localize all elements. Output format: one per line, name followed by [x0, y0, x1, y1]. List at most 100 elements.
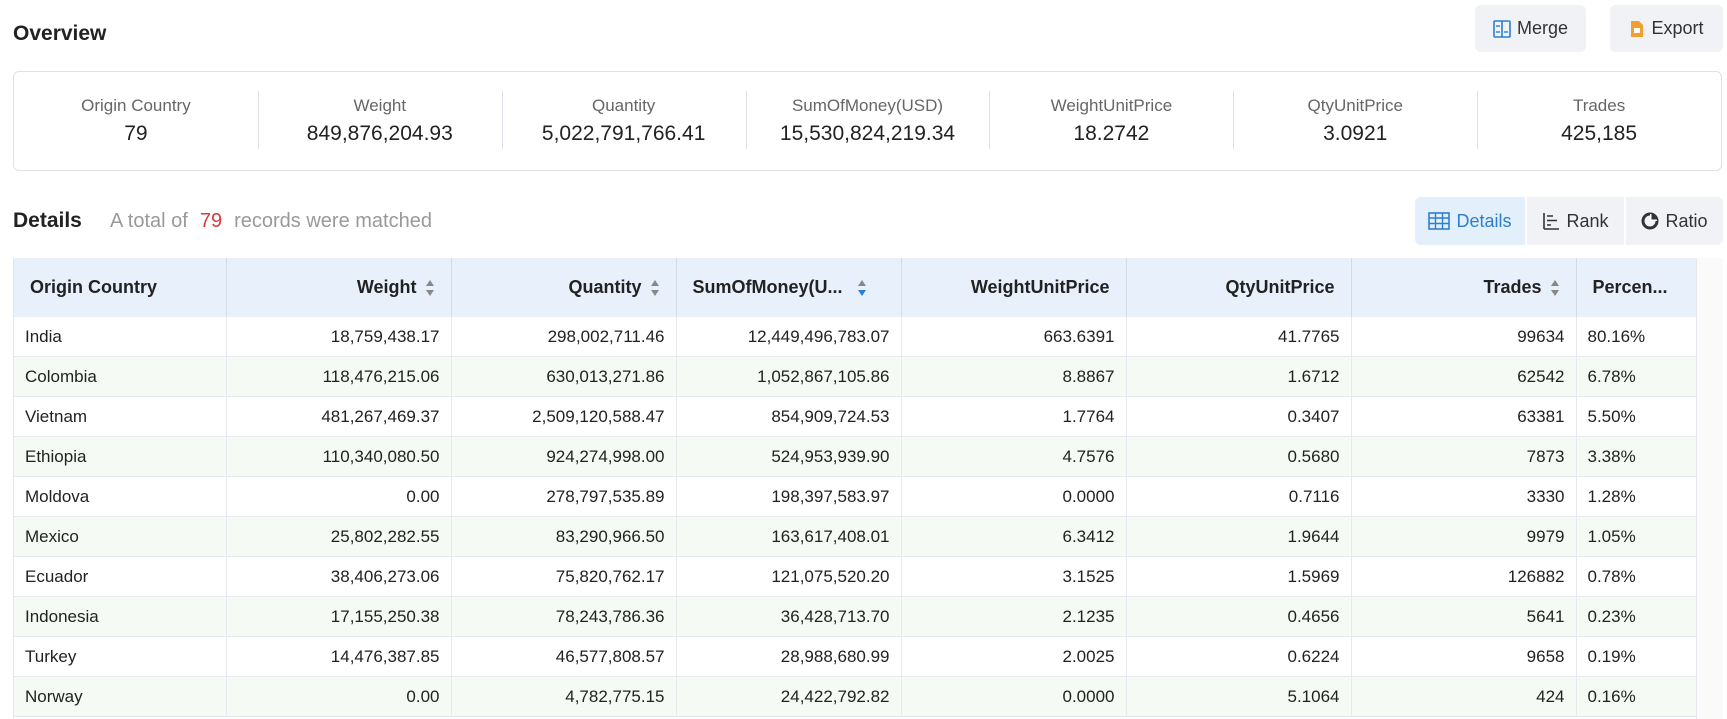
cell-quantity: 78,243,786.36	[451, 596, 677, 637]
stat-label: Trades	[1572, 96, 1626, 115]
column-header-qty-unit-price[interactable]: QtyUnitPrice	[1126, 258, 1352, 317]
column-header-label: Origin Country	[30, 277, 157, 297]
column-header-label: Percen...	[1592, 277, 1668, 297]
table-row[interactable]: Norway 0.00 4,782,775.15 24,422,792.82 0…	[14, 676, 1698, 717]
cell-quantity: 278,797,535.89	[451, 476, 677, 517]
column-header-label: WeightUnitPrice	[970, 277, 1110, 297]
tab-ratio[interactable]: Ratio	[1624, 197, 1723, 245]
tab-details-label: Details	[1456, 210, 1512, 231]
stat-label: Weight	[353, 96, 407, 115]
stat-label: QtyUnitPrice	[1307, 96, 1403, 115]
table-row[interactable]: Ecuador 38,406,273.06 75,820,762.17 121,…	[14, 556, 1698, 597]
cell-qty-unit-price: 0.3407	[1126, 396, 1352, 437]
column-header-origin-country[interactable]: Origin Country	[14, 258, 227, 317]
cell-percentage: 3.38%	[1576, 436, 1698, 477]
column-header-label: Trades	[1483, 277, 1542, 297]
column-header-weight-unit-price[interactable]: WeightUnitPrice	[901, 258, 1127, 317]
cell-sum-of-money: 163,617,408.01	[676, 516, 902, 557]
cell-weight-unit-price: 1.7764	[901, 396, 1127, 437]
table-row[interactable]: Vietnam 481,267,469.37 2,509,120,588.47 …	[14, 396, 1698, 437]
cell-origin-country: Norway	[14, 676, 227, 717]
cell-origin-country: Moldova	[14, 476, 227, 517]
table-row[interactable]: Moldova 0.00 278,797,535.89 198,397,583.…	[14, 476, 1698, 517]
cell-weight: 14,476,387.85	[226, 636, 452, 677]
cell-origin-country: Turkey	[14, 636, 227, 677]
cell-quantity: 924,274,998.00	[451, 436, 677, 477]
stat-value: 5,022,791,766.41	[541, 122, 706, 145]
export-button[interactable]: Export	[1610, 5, 1723, 52]
cell-sum-of-money: 121,075,520.20	[676, 556, 902, 597]
record-count: 79	[199, 210, 223, 232]
cell-percentage: 6.78%	[1576, 356, 1698, 397]
cell-qty-unit-price: 41.7765	[1126, 317, 1352, 357]
cell-quantity: 75,820,762.17	[451, 556, 677, 597]
cell-trades: 5641	[1351, 596, 1577, 637]
cell-qty-unit-price: 1.6712	[1126, 356, 1352, 397]
cell-quantity: 630,013,271.86	[451, 356, 677, 397]
cell-weight: 0.00	[226, 476, 452, 517]
table-row[interactable]: Ethiopia 110,340,080.50 924,274,998.00 5…	[14, 436, 1698, 477]
cell-weight: 481,267,469.37	[226, 396, 452, 437]
tab-details[interactable]: Details	[1415, 197, 1525, 245]
sort-icon[interactable]	[425, 279, 435, 297]
stat-sum-of-money: SumOfMoney(USD) 15,530,824,219.34	[745, 72, 990, 170]
table-row[interactable]: Turkey 14,476,387.85 46,577,808.57 28,98…	[14, 636, 1698, 677]
column-header-sum-of-money[interactable]: SumOfMoney(U...	[676, 258, 902, 317]
stat-label: WeightUnitPrice	[1050, 96, 1173, 115]
cell-sum-of-money: 198,397,583.97	[676, 476, 902, 517]
table-header-row: Origin Country Weight Quantity SumOfMone…	[14, 258, 1698, 317]
stat-origin-country: Origin Country 79	[14, 72, 258, 170]
view-tabs: Details Rank Ratio	[1415, 197, 1723, 245]
column-header-trades[interactable]: Trades	[1351, 258, 1577, 317]
cell-trades: 126882	[1351, 556, 1577, 597]
table-row[interactable]: Mexico 25,802,282.55 83,290,966.50 163,6…	[14, 516, 1698, 557]
cell-percentage: 1.05%	[1576, 516, 1698, 557]
cell-percentage: 5.50%	[1576, 396, 1698, 437]
cell-weight: 110,340,080.50	[226, 436, 452, 477]
stat-value: 15,530,824,219.34	[779, 122, 956, 145]
cell-qty-unit-price: 5.1064	[1126, 676, 1352, 717]
cell-quantity: 298,002,711.46	[451, 317, 677, 357]
cell-weight-unit-price: 663.6391	[901, 317, 1127, 357]
cell-origin-country: Colombia	[14, 356, 227, 397]
stat-label: Origin Country	[81, 96, 191, 115]
cell-sum-of-money: 524,953,939.90	[676, 436, 902, 477]
cell-weight: 17,155,250.38	[226, 596, 452, 637]
cell-quantity: 2,509,120,588.47	[451, 396, 677, 437]
stat-value: 3.0921	[1323, 122, 1388, 145]
cell-qty-unit-price: 0.5680	[1126, 436, 1352, 477]
export-label: Export	[1651, 18, 1704, 38]
merge-button[interactable]: Merge	[1475, 5, 1586, 52]
tab-rank-label: Rank	[1566, 210, 1609, 231]
cell-origin-country: Indonesia	[14, 596, 227, 637]
table-scrollbar-gutter[interactable]	[1696, 258, 1723, 719]
column-header-weight[interactable]: Weight	[226, 258, 452, 317]
cell-sum-of-money: 24,422,792.82	[676, 676, 902, 717]
column-header-quantity[interactable]: Quantity	[451, 258, 677, 317]
details-table: Origin Country Weight Quantity SumOfMone…	[14, 258, 1698, 717]
details-summary: A total of 79 records were matched	[110, 210, 432, 233]
cell-percentage: 0.16%	[1576, 676, 1698, 717]
sort-icon[interactable]	[1550, 279, 1560, 297]
pie-chart-icon	[1641, 212, 1659, 230]
cell-weight-unit-price: 2.1235	[901, 596, 1127, 637]
sort-icon[interactable]	[650, 279, 660, 297]
cell-trades: 3330	[1351, 476, 1577, 517]
table-icon	[1428, 212, 1451, 230]
stat-quantity: Quantity 5,022,791,766.41	[501, 72, 746, 170]
cell-trades: 9979	[1351, 516, 1577, 557]
stat-weight: Weight 849,876,204.93	[257, 72, 502, 170]
tab-rank[interactable]: Rank	[1525, 197, 1624, 245]
table-row[interactable]: India 18,759,438.17 298,002,711.46 12,44…	[14, 317, 1698, 357]
table-row[interactable]: Colombia 118,476,215.06 630,013,271.86 1…	[14, 356, 1698, 397]
cell-percentage: 80.16%	[1576, 317, 1698, 357]
cell-quantity: 4,782,775.15	[451, 676, 677, 717]
cell-trades: 99634	[1351, 317, 1577, 357]
cell-trades: 7873	[1351, 436, 1577, 477]
table-row[interactable]: Indonesia 17,155,250.38 78,243,786.36 36…	[14, 596, 1698, 637]
stat-value: 849,876,204.93	[306, 122, 453, 145]
stat-label: Quantity	[591, 96, 656, 115]
tab-ratio-label: Ratio	[1665, 210, 1708, 231]
column-header-percentage[interactable]: Percen...	[1576, 258, 1698, 317]
sort-desc-icon[interactable]	[857, 279, 867, 297]
